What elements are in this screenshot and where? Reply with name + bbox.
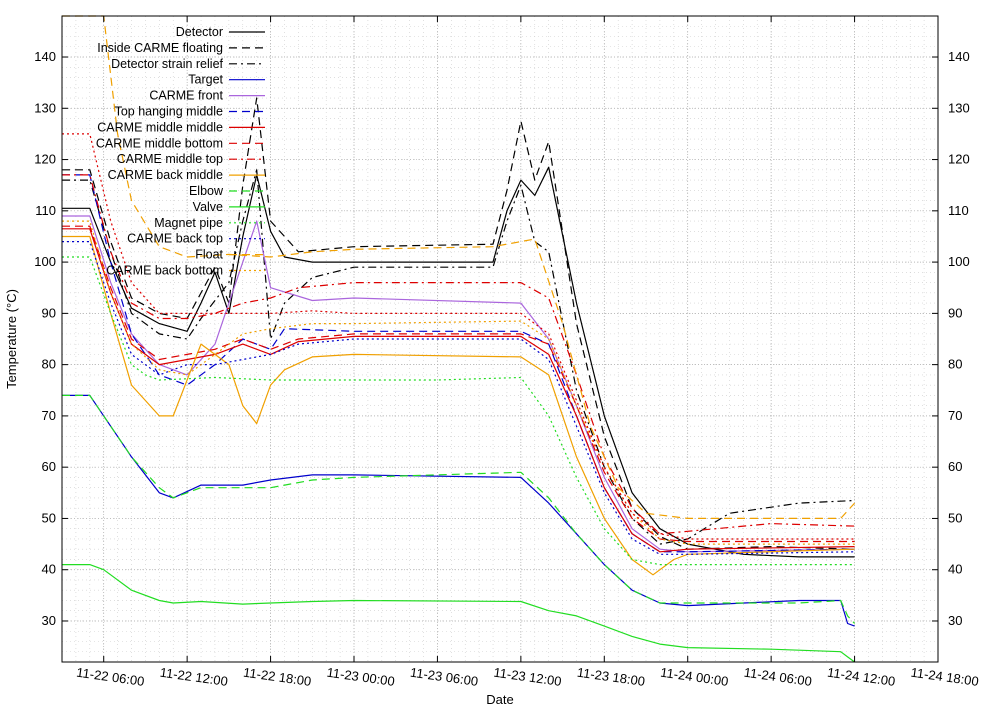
- series-line: [62, 235, 855, 576]
- x-tick-label: 11-24 18:00: [910, 665, 980, 689]
- series-line: [62, 256, 855, 566]
- legend-label: CARME front: [149, 89, 223, 103]
- legend-label: Detector: [176, 25, 223, 39]
- series-line: [62, 394, 856, 624]
- plot-background: [62, 16, 938, 662]
- y-tick-label-left: 40: [42, 562, 56, 577]
- series-line: [62, 174, 855, 535]
- y-tick-label-left: 100: [34, 254, 56, 269]
- y-tick-label-right: 80: [948, 357, 962, 372]
- y-tick-label-right: 50: [948, 510, 962, 525]
- y-tick-label-right: 70: [948, 408, 962, 423]
- y-tick-label-right: 60: [948, 459, 962, 474]
- y-tick-label-left: 70: [42, 408, 56, 423]
- legend-label: CARME middle top: [117, 152, 223, 166]
- x-tick-label: 11-23 06:00: [409, 665, 479, 689]
- x-tick-label: 11-22 12:00: [159, 665, 229, 689]
- series-layer: [62, 15, 856, 663]
- y-tick-label-right: 130: [948, 100, 970, 115]
- legend-label: Elbow: [189, 184, 224, 198]
- legend-label: Target: [188, 73, 223, 87]
- legend-label: Top hanging middle: [115, 105, 223, 119]
- x-axis-label: Date: [486, 692, 513, 707]
- x-tick-label: 11-22 18:00: [242, 665, 312, 689]
- legend: Detector Inside CARME floating Detector st…: [96, 25, 265, 278]
- series-line: [62, 166, 855, 558]
- y-tick-label-right: 40: [948, 562, 962, 577]
- y-tick-label-right: 30: [948, 613, 962, 628]
- x-tick-label: 11-24 00:00: [660, 665, 730, 689]
- legend-label: Float: [195, 248, 223, 262]
- x-tick-label: 11-23 18:00: [576, 665, 646, 689]
- legend-label: Magnet pipe: [154, 216, 223, 230]
- series-line: [62, 215, 855, 553]
- x-tick-label: 11-22 06:00: [76, 665, 146, 689]
- y-tick-label-left: 140: [34, 49, 56, 64]
- legend-label: Inside CARME floating: [97, 41, 223, 55]
- x-tick-label: 11-23 12:00: [493, 665, 563, 689]
- y-axis-label: Temperature (°C): [4, 289, 19, 389]
- y-tick-label-right: 110: [948, 203, 969, 218]
- plot-frame: [61, 15, 939, 663]
- legend-label: Valve: [193, 200, 223, 214]
- y-tick-label-left: 110: [35, 203, 56, 218]
- grid: [62, 16, 938, 662]
- series-line: [62, 15, 856, 519]
- x-tick-label: 11-23 00:00: [326, 665, 396, 689]
- y-tick-label-left: 130: [34, 100, 56, 115]
- series-line: [62, 169, 855, 545]
- y-tick-label-right: 100: [948, 254, 970, 269]
- legend-label: CARME back middle: [108, 168, 223, 182]
- x-tick-label: 11-24 12:00: [826, 665, 896, 689]
- y-tick-label-right: 90: [948, 305, 962, 320]
- y-tick-label-left: 50: [42, 510, 56, 525]
- y-tick-label-right: 120: [948, 152, 970, 167]
- series-line: [62, 241, 855, 555]
- y-tick-label-right: 140: [948, 49, 970, 64]
- x-tick-label: 11-24 06:00: [743, 665, 813, 689]
- series-line: [62, 97, 855, 550]
- legend-label: CARME back top: [127, 232, 223, 246]
- y-tick-label-left: 90: [42, 305, 56, 320]
- series-line: [62, 228, 855, 553]
- series-line: [62, 225, 855, 543]
- y-tick-label-left: 80: [42, 357, 56, 372]
- legend-label: CARME middle bottom: [96, 136, 223, 150]
- legend-label: Detector strain relief: [111, 57, 223, 71]
- series-line: [62, 133, 855, 540]
- y-tick-label-left: 60: [42, 459, 56, 474]
- legend-label: CARME back bottom: [106, 264, 223, 278]
- series-line: [62, 564, 855, 663]
- y-tick-label-left: 30: [42, 613, 56, 628]
- y-tick-label-left: 120: [34, 152, 56, 167]
- legend-label: CARME middle middle: [97, 120, 223, 134]
